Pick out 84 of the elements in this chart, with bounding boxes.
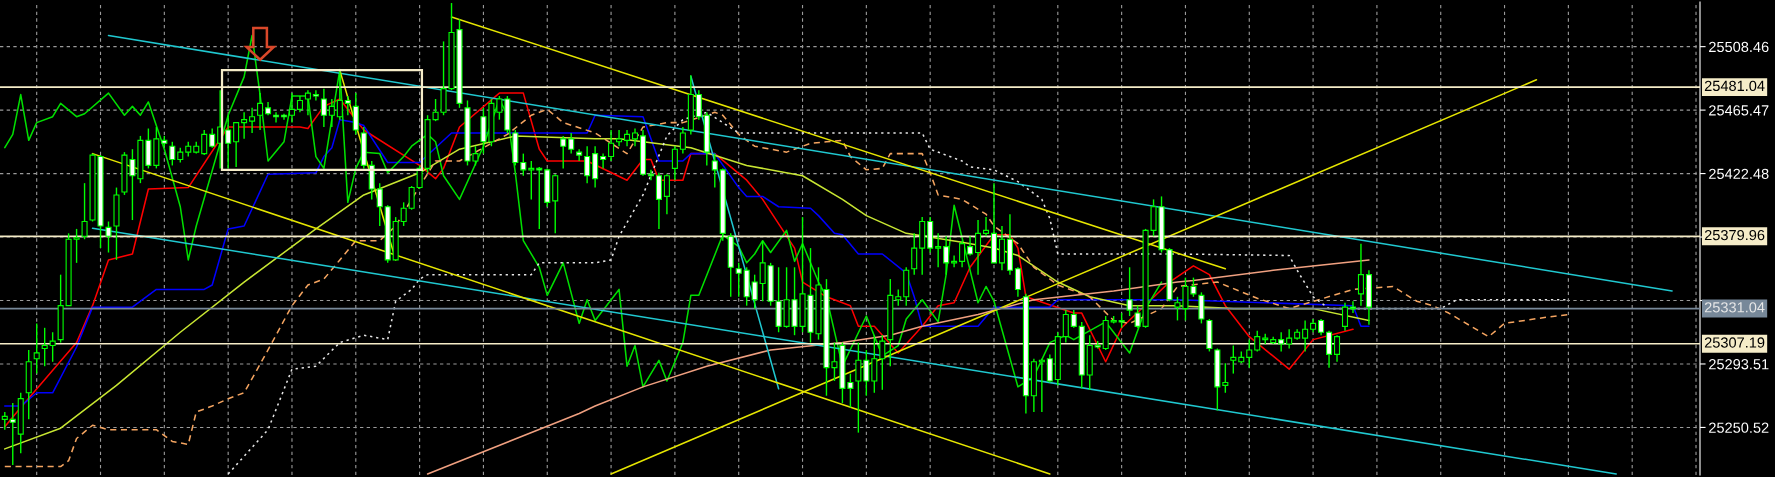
ref-line-label: 25481.04 [1704,80,1765,92]
candlestick [751,273,758,310]
candlestick [998,225,1005,271]
candlestick [943,235,950,276]
candlestick [528,160,535,201]
candlestick [863,349,870,397]
candlestick [241,111,248,140]
candlestick [608,129,615,162]
candlestick [671,145,678,181]
candlestick [1278,331,1285,353]
candlestick [376,182,383,227]
candlestick [1222,362,1229,394]
ref-line-label: 25307.19 [1704,337,1765,348]
candlestick [1126,266,1133,317]
candlestick [105,220,112,254]
candlestick [1357,242,1364,307]
candlestick [616,129,623,147]
line-series [4,135,1370,450]
candlestick [1246,338,1253,369]
candlestick [344,95,351,116]
candlestick [1062,309,1069,344]
candlestick [975,219,982,276]
candlestick [871,334,878,394]
candlestick [655,172,662,230]
ref-line-label: 25379.96 [1704,229,1765,241]
candlestick [1326,330,1333,369]
candlestick [879,334,886,391]
candlestick [320,87,327,128]
candlestick [560,135,567,170]
candlestick [711,152,718,189]
candlestick [201,129,208,156]
line-series [4,34,1163,388]
candlestick [49,331,56,363]
candlestick [959,240,966,268]
candlestick [1341,302,1349,332]
candlestick [1046,353,1053,384]
y-tick-label: 25250.52 [1709,422,1769,433]
candlestick [1333,334,1341,363]
candlestick [695,89,702,121]
candlestick [679,126,686,155]
candlestick [352,92,359,136]
candlestick [41,327,48,367]
candlestick [336,68,343,121]
candlestick [225,114,232,170]
candlestick [584,145,591,184]
candlestick [1230,344,1237,375]
candlestick [368,160,375,201]
candlestick [1302,319,1309,353]
y-tick-label: 25508.46 [1709,41,1769,53]
candlestick [1349,300,1357,314]
candlestick [568,132,575,155]
candlestick [855,341,862,434]
candlestick [9,402,16,466]
y-tick-label: 25465.47 [1709,105,1769,116]
candlestick [288,92,296,124]
candlestick [328,98,335,128]
line-series [4,108,1570,468]
candlestick [400,201,407,227]
candlestick [935,232,942,268]
candlestick [257,92,264,131]
candlestick [951,254,958,268]
line-series [426,259,1370,475]
candlestick [536,166,543,230]
candlestick [663,173,670,215]
candlestick [249,107,256,134]
y-tick-label: 25422.48 [1709,168,1769,179]
candlestick [520,152,527,177]
ref-line-label: 25331.04 [1704,302,1765,313]
candlestick [312,89,319,102]
candlestick [169,141,176,167]
candlestick [304,89,311,116]
candlestick [1014,266,1021,298]
y-tick-label: 25293.51 [1709,359,1769,370]
candlestick [209,127,216,149]
candlestick [982,216,990,237]
candlestick [233,121,240,168]
candlestick [81,182,88,240]
candlestick [33,322,40,375]
candlestick [911,232,918,276]
candlestick [1286,328,1293,350]
candlestick [1198,291,1205,325]
candlestick [600,152,607,170]
candlestick [735,262,742,298]
candlestick [759,240,766,302]
